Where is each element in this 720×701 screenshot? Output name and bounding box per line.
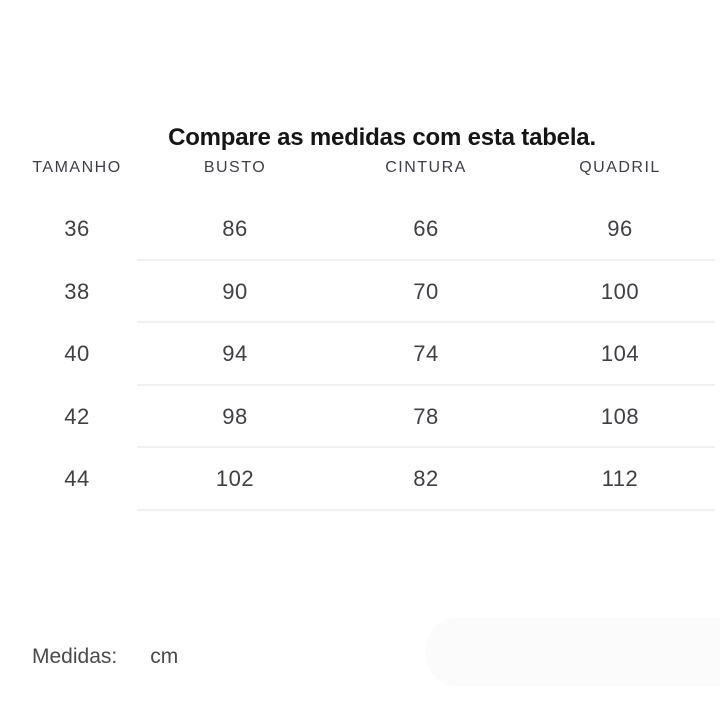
size-table: TAMANHO BUSTO CINTURA QUADRIL 36 86 66 96 38… xyxy=(0,138,720,511)
column-header-quadril: QUADRIL xyxy=(579,159,661,176)
measurement-unit: cm xyxy=(150,645,179,668)
column-header-busto: BUSTO xyxy=(203,159,267,176)
table-cell: 90 xyxy=(222,278,248,304)
table-cell: 44 xyxy=(64,466,90,492)
table-cell: 66 xyxy=(413,216,439,242)
table-row: 44 102 82 112 xyxy=(0,448,720,511)
table-cell: 94 xyxy=(222,341,248,367)
table-cell: 100 xyxy=(600,278,640,304)
table-cell: 112 xyxy=(601,466,639,492)
table-cell: 36 xyxy=(64,216,90,242)
measurement-label: Medidas: xyxy=(32,645,118,668)
table-header-row: TAMANHO BUSTO CINTURA QUADRIL xyxy=(0,138,720,198)
table-cell: 108 xyxy=(600,403,640,429)
table-cell: 70 xyxy=(413,278,439,304)
column-header-cintura: CINTURA xyxy=(385,159,467,176)
table-cell: 78 xyxy=(413,403,439,429)
table-cell: 40 xyxy=(64,341,90,367)
table-row: 40 94 74 104 xyxy=(0,323,720,386)
table-row: 42 98 78 108 xyxy=(0,386,720,449)
table-cell: 82 xyxy=(413,466,439,492)
table-row: 36 86 66 96 xyxy=(0,198,720,261)
table-cell: 96 xyxy=(607,216,633,242)
table-cell: 98 xyxy=(222,403,248,429)
column-header-tamanho: TAMANHO xyxy=(32,159,122,176)
measurement-unit-note: Medidas: cm xyxy=(32,645,178,669)
table-cell: 74 xyxy=(413,341,439,367)
table-cell: 38 xyxy=(64,278,90,304)
faint-pill-placeholder xyxy=(425,617,720,687)
table-rows: 36 86 66 96 38 90 70 100 40 94 74 104 42 98 78 108 44 102… xyxy=(0,198,720,511)
page-title: Compare as medidas com esta tabela. xyxy=(168,124,596,152)
table-row: 38 90 70 100 xyxy=(0,261,720,324)
table-cell: 104 xyxy=(600,341,640,367)
table-cell: 86 xyxy=(222,216,248,242)
table-cell: 102 xyxy=(215,466,255,492)
table-cell: 42 xyxy=(64,403,90,429)
